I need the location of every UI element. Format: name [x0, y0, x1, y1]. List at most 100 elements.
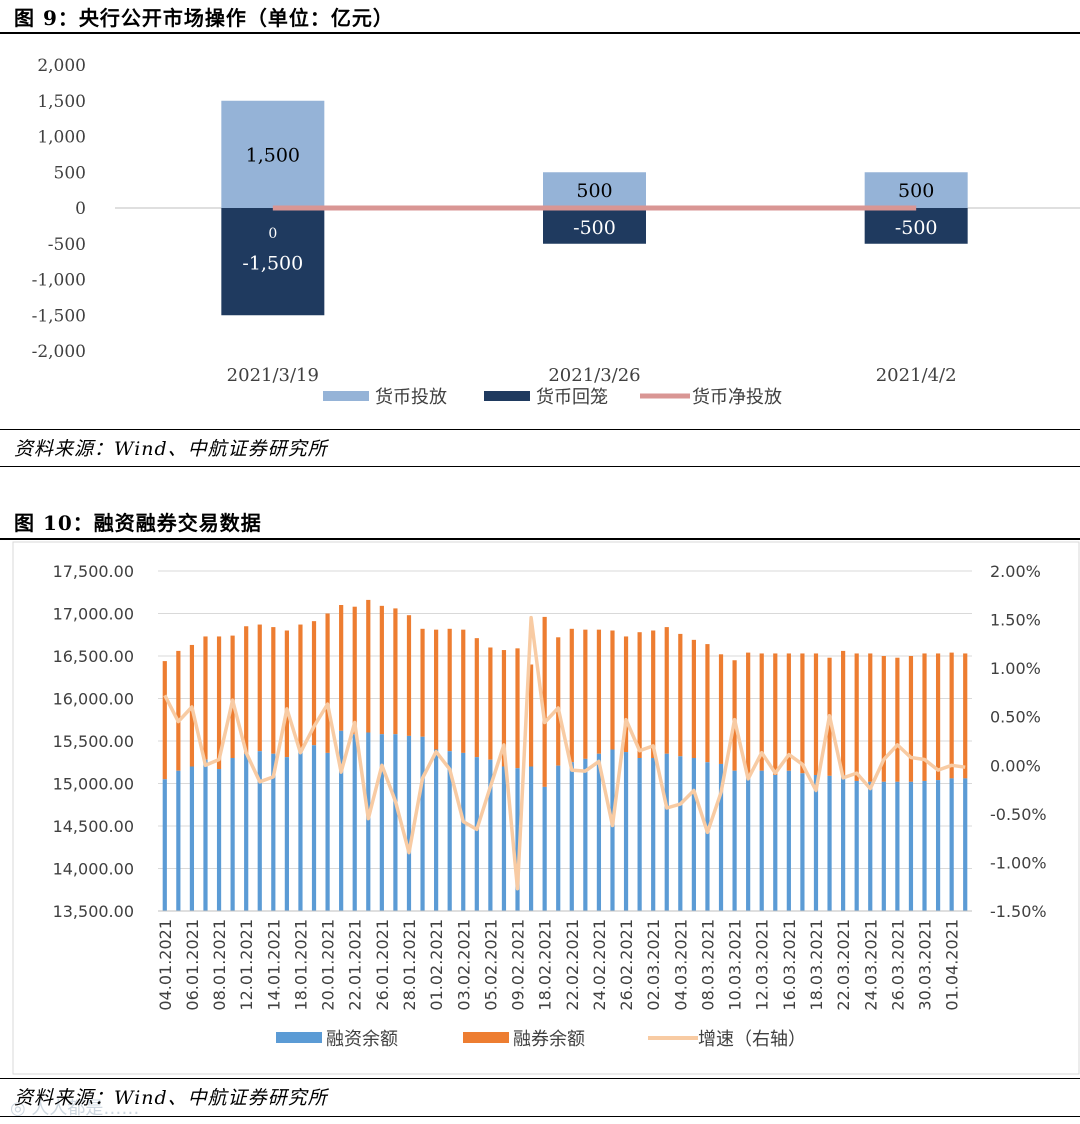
growth-line: [163, 615, 966, 891]
bar-financing: [474, 757, 479, 911]
bar-financing: [434, 749, 439, 911]
x-tick-label: 22.01.2021: [346, 919, 365, 1011]
x-tick-label: 12.01.2021: [237, 919, 256, 1011]
x-tick-label: 08.01.2021: [210, 919, 229, 1011]
y-left-tick-label: 15,000.00: [53, 775, 134, 794]
bar-securities-lending: [949, 652, 954, 779]
x-tick-label: 12.03.2021: [753, 919, 772, 1011]
x-tick-label: 04.01.2021: [156, 919, 175, 1011]
legend-swatch: [484, 391, 530, 401]
bar-securities-lending: [230, 635, 235, 758]
bar-financing: [583, 758, 588, 911]
x-tick-label: 26.01.2021: [373, 919, 392, 1011]
bar-financing: [705, 762, 710, 911]
x-tick-label: 24.02.2021: [590, 919, 609, 1011]
bar-financing: [488, 759, 493, 911]
bar-securities-lending: [366, 599, 371, 733]
y-tick-label: 0: [75, 199, 86, 219]
y-left-tick-label: 15,500.00: [53, 732, 134, 751]
bar-securities-lending: [488, 647, 493, 760]
bar-financing: [189, 766, 195, 911]
bar-financing: [176, 770, 181, 911]
x-tick-label: 30.03.2021: [916, 919, 935, 1011]
bar-securities-lending: [420, 628, 425, 737]
bar-securities-lending: [352, 606, 357, 735]
data-label-withdrawal: -500: [573, 217, 616, 239]
bar-financing: [325, 752, 330, 911]
bar-financing: [610, 749, 615, 911]
x-tick-label: 06.01.2021: [183, 919, 202, 1011]
x-tick-label: 10.03.2021: [726, 919, 745, 1011]
data-label-injection: 1,500: [246, 144, 300, 166]
bar-financing: [501, 766, 507, 911]
data-label-injection: 500: [898, 180, 934, 202]
x-tick-label: 20.01.2021: [319, 919, 338, 1011]
bar-securities-lending: [610, 630, 615, 750]
y-right-tick-label: -1.00%: [990, 853, 1047, 872]
bar-financing: [298, 749, 303, 911]
bar-securities-lending: [908, 656, 914, 782]
bar-securities-lending: [176, 650, 181, 771]
bar-securities-lending: [759, 653, 764, 771]
bar-securities-lending: [244, 626, 249, 754]
bar-financing: [935, 780, 941, 911]
bar-securities-lending: [935, 653, 941, 781]
bar-securities-lending: [705, 644, 710, 763]
bar-securities-lending: [501, 650, 507, 767]
bar-securities-lending: [773, 653, 778, 775]
bar-financing: [216, 769, 222, 911]
bar-securities-lending: [434, 629, 439, 750]
data-label-withdrawal: -500: [895, 217, 938, 239]
bar-financing: [203, 759, 208, 911]
bar-securities-lending: [515, 648, 520, 769]
bar-financing: [284, 757, 289, 911]
bar-financing: [800, 773, 805, 911]
bar-securities-lending: [895, 657, 900, 782]
y-right-tick-label: -0.50%: [990, 805, 1047, 824]
bar-securities-lending: [474, 638, 479, 758]
bar-financing: [827, 775, 832, 911]
bar-injection: [864, 172, 968, 208]
y-left-tick-label: 17,000.00: [53, 605, 134, 624]
x-tick-label: 18.01.2021: [291, 919, 310, 1011]
bar-financing: [854, 780, 859, 911]
bar-securities-lending: [664, 627, 669, 754]
y-tick-label: 1,500: [37, 92, 86, 112]
y-tick-label: 500: [54, 163, 86, 183]
bar-securities-lending: [406, 615, 412, 736]
y-left-tick-label: 13,500.00: [53, 902, 134, 921]
bar-securities-lending: [447, 628, 452, 752]
x-tick-label: 2021/4/2: [876, 365, 957, 386]
bar-financing: [257, 751, 262, 911]
bar-financing: [718, 763, 724, 911]
legend-label: 增速（右轴）: [698, 1029, 806, 1050]
bar-financing: [420, 736, 425, 911]
x-tick-label: 28.01.2021: [400, 919, 419, 1011]
y-tick-label: -1,000: [32, 271, 86, 291]
x-tick-label: 01.04.2021: [943, 919, 962, 1011]
figure1-source-rule: [0, 429, 1080, 430]
bar-securities-lending: [556, 637, 561, 766]
figure2-source: 资料来源：Wind、中航证券研究所: [14, 1087, 328, 1109]
x-tick-label: 05.02.2021: [481, 919, 500, 1011]
bar-financing: [406, 735, 412, 911]
figure2-bottom-rule: [0, 1116, 1080, 1117]
figure1-bottom-rule: [0, 466, 1080, 467]
bar-financing: [908, 781, 914, 911]
bar-financing: [746, 775, 751, 911]
bar-financing: [230, 758, 235, 911]
bar-securities-lending: [393, 608, 398, 735]
bar-financing: [393, 734, 398, 911]
watermark-logo: ◎ 人人都是……: [10, 1098, 140, 1119]
y-tick-label: 2,000: [37, 56, 86, 76]
bar-financing: [922, 780, 927, 911]
y-right-tick-label: 2.00%: [990, 562, 1041, 581]
bar-securities-lending: [284, 630, 289, 758]
bar-financing: [691, 758, 696, 911]
bar-financing: [162, 779, 167, 911]
bar-securities-lending: [257, 624, 262, 752]
x-tick-label: 03.02.2021: [454, 919, 473, 1011]
bar-securities-lending: [162, 661, 167, 780]
legend-label: 货币投放: [375, 387, 447, 408]
bar-injection: [543, 172, 646, 208]
